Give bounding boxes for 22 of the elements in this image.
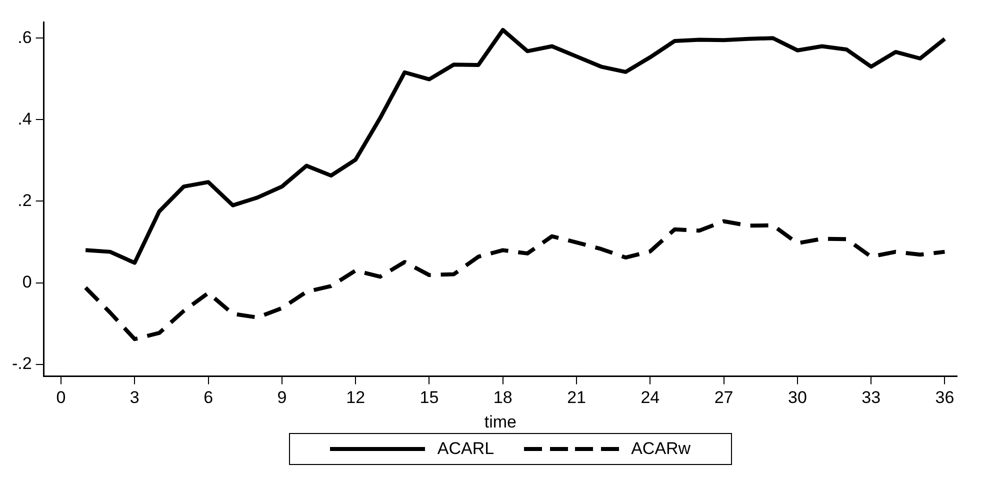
x-tick-label: 33 xyxy=(862,388,881,408)
y-tick-label: .2 xyxy=(18,190,32,210)
x-axis-title: time xyxy=(484,412,516,432)
x-tick-label: 6 xyxy=(204,388,214,408)
y-tick-label: 0 xyxy=(22,272,32,292)
legend-label: ACARw xyxy=(631,439,691,459)
x-tick-label: 15 xyxy=(420,388,439,408)
x-tick-label: 30 xyxy=(788,388,807,408)
x-tick-label: 18 xyxy=(493,388,512,408)
x-tick-label: 0 xyxy=(56,388,66,408)
legend-label: ACARL xyxy=(437,439,494,459)
x-tick-label: 27 xyxy=(714,388,734,408)
x-tick-label: 24 xyxy=(640,388,660,408)
y-tick-label: .4 xyxy=(18,109,32,128)
line-series xyxy=(84,219,947,342)
x-tick-label: 21 xyxy=(567,388,586,408)
x-tick-label: 3 xyxy=(130,388,140,408)
y-tick-label: -.2 xyxy=(12,354,32,374)
x-tick-label: 9 xyxy=(277,388,287,408)
y-tick-label: .6 xyxy=(18,28,32,47)
x-tick-label: 36 xyxy=(935,388,954,408)
x-tick-label: 12 xyxy=(346,388,366,408)
